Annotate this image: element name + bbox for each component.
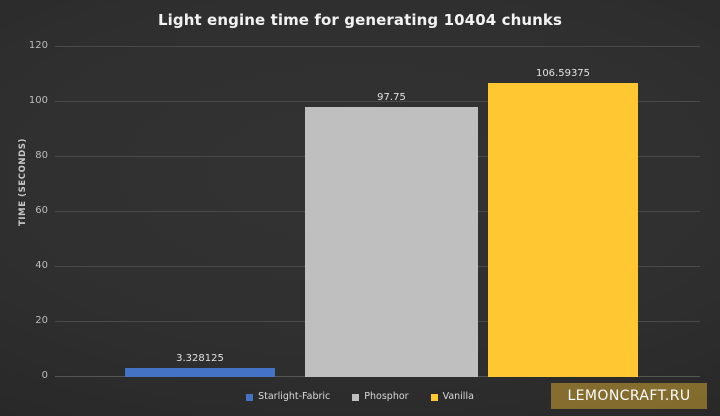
y-tick-0: 0 — [41, 370, 48, 381]
legend-label-vanilla: Vanilla — [442, 391, 474, 402]
chart-legend: Starlight-Fabric Phosphor Vanilla — [0, 392, 720, 402]
gridline-120 — [55, 46, 700, 47]
legend-swatch-icon-starlight-fabric — [246, 393, 254, 401]
gridline-100 — [55, 101, 700, 102]
legend-item-vanilla[interactable]: Vanilla — [430, 391, 474, 402]
legend-swatch-icon-phosphor — [352, 393, 360, 401]
y-tick-20: 20 — [35, 315, 48, 326]
bar-vanilla[interactable] — [488, 82, 638, 377]
y-tick-100: 100 — [28, 95, 48, 106]
watermark-text: LEMONCRAFT.RU — [567, 388, 691, 404]
bar-value-phosphor: 97.75 — [377, 92, 406, 104]
plot-area: 3.328125 97.75 106.59375 — [55, 46, 700, 377]
watermark-badge: LEMONCRAFT.RU — [551, 383, 707, 409]
legend-item-phosphor[interactable]: Phosphor — [352, 391, 409, 402]
bar-phosphor[interactable] — [305, 107, 478, 377]
legend-swatch-icon-vanilla — [430, 393, 438, 401]
chart-title: Light engine time for generating 10404 c… — [157, 11, 563, 29]
bar-value-starlight-fabric: 3.328125 — [176, 352, 224, 364]
y-tick-80: 80 — [35, 150, 48, 161]
legend-label-phosphor: Phosphor — [364, 391, 409, 402]
y-tick-60: 60 — [35, 205, 48, 216]
bar-starlight-fabric[interactable] — [125, 367, 275, 377]
legend-label-starlight-fabric: Starlight-Fabric — [258, 391, 331, 402]
y-tick-120: 120 — [28, 40, 48, 51]
y-tick-40: 40 — [35, 260, 48, 271]
bar-value-vanilla: 106.59375 — [535, 67, 591, 79]
legend-item-starlight-fabric[interactable]: Starlight-Fabric — [246, 392, 330, 402]
y-axis-tick-labels: 120 100 80 60 40 20 0 — [8, 41, 48, 381]
